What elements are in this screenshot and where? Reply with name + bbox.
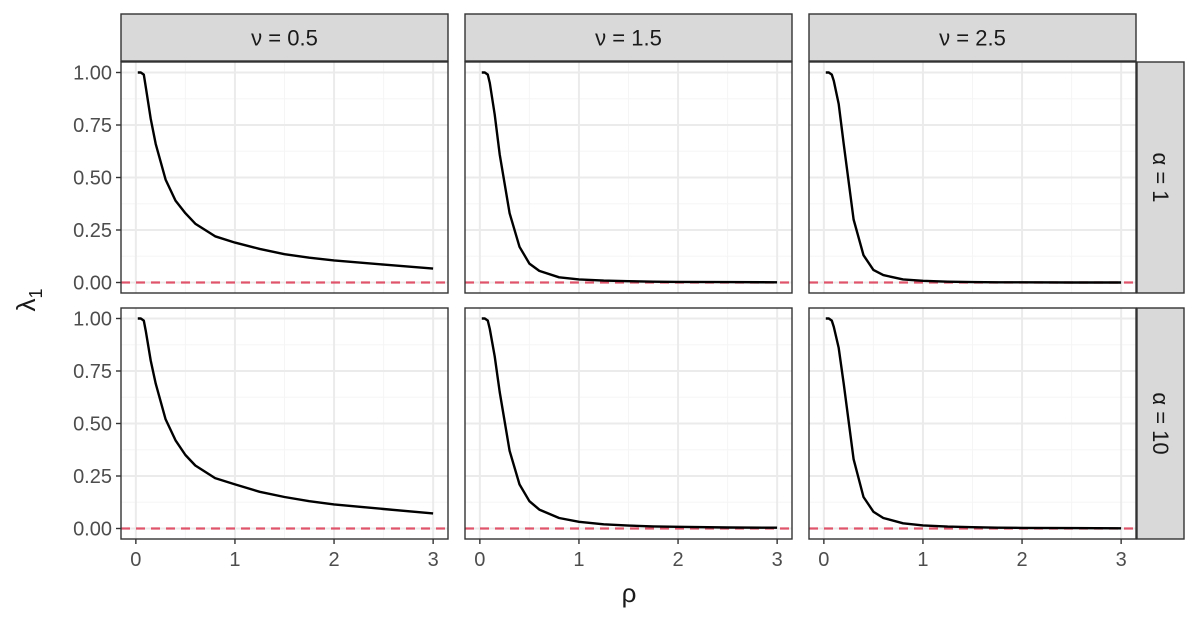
x-tick-label: 0 [818, 549, 829, 571]
y-tick-label: 0.75 [73, 361, 112, 383]
column-strip [808, 13, 1137, 62]
y-tick-label: 0.50 [73, 414, 112, 436]
panel [120, 61, 449, 294]
x-tick-label: 1 [917, 549, 928, 571]
x-tick-label: 0 [130, 549, 141, 571]
y-tick-label: 1.00 [73, 309, 112, 331]
panel [120, 307, 449, 540]
row-strip [1136, 307, 1185, 540]
y-tick-label: 0.50 [73, 168, 112, 190]
x-axis-title: ρ [622, 578, 637, 608]
y-axis-title-main: λ [11, 299, 41, 312]
column-strip [120, 13, 449, 62]
y-tick-label: 0.00 [73, 273, 112, 295]
x-tick-label: 2 [672, 549, 683, 571]
x-tick-label: 2 [328, 549, 339, 571]
panel-border [464, 61, 793, 294]
column-strip-label: ν = 0.5 [251, 26, 318, 51]
y-tick-label: 0.25 [73, 466, 112, 488]
y-axis-title-subscript: 1 [26, 288, 46, 298]
column-strip [464, 13, 793, 62]
x-tick-label: 3 [772, 549, 783, 571]
x-tick-label: 3 [1116, 549, 1127, 571]
panel [808, 61, 1137, 294]
panel-border [808, 61, 1137, 294]
panel [464, 61, 793, 294]
row-strip-label: α = 1 [1148, 152, 1173, 202]
panel-border [464, 307, 793, 540]
y-tick-label: 1.00 [73, 63, 112, 85]
y-axis-title: λ1 [11, 288, 46, 311]
panel [808, 307, 1137, 540]
row-strip [1136, 61, 1185, 294]
panel [464, 307, 793, 540]
series-line [825, 317, 1122, 530]
series-line [137, 71, 434, 270]
panel-border [808, 307, 1137, 540]
column-strip-label: ν = 2.5 [939, 26, 1006, 51]
y-tick-label: 0.00 [73, 519, 112, 541]
row-strip-label: α = 10 [1148, 392, 1173, 454]
series-line [825, 71, 1122, 284]
series-line [137, 317, 434, 515]
x-tick-label: 2 [1016, 549, 1027, 571]
x-tick-label: 1 [573, 549, 584, 571]
x-tick-label: 1 [229, 549, 240, 571]
series-line [481, 71, 778, 284]
y-tick-label: 0.25 [73, 220, 112, 242]
series-line [481, 317, 778, 529]
x-tick-label: 3 [428, 549, 439, 571]
strips-layer: ν = 0.5 ν = 1.5 ν = 2.5 α = 1 α = 10 [120, 13, 1185, 540]
x-tick-label: 0 [474, 549, 485, 571]
panels-layer [120, 61, 1137, 540]
column-strip-label: ν = 1.5 [595, 26, 662, 51]
axes-layer: 0.00 0.25 0.50 0.75 1.00 0.00 0.25 0.50 0.75 1.00… [73, 63, 1127, 572]
y-tick-label: 0.75 [73, 115, 112, 137]
